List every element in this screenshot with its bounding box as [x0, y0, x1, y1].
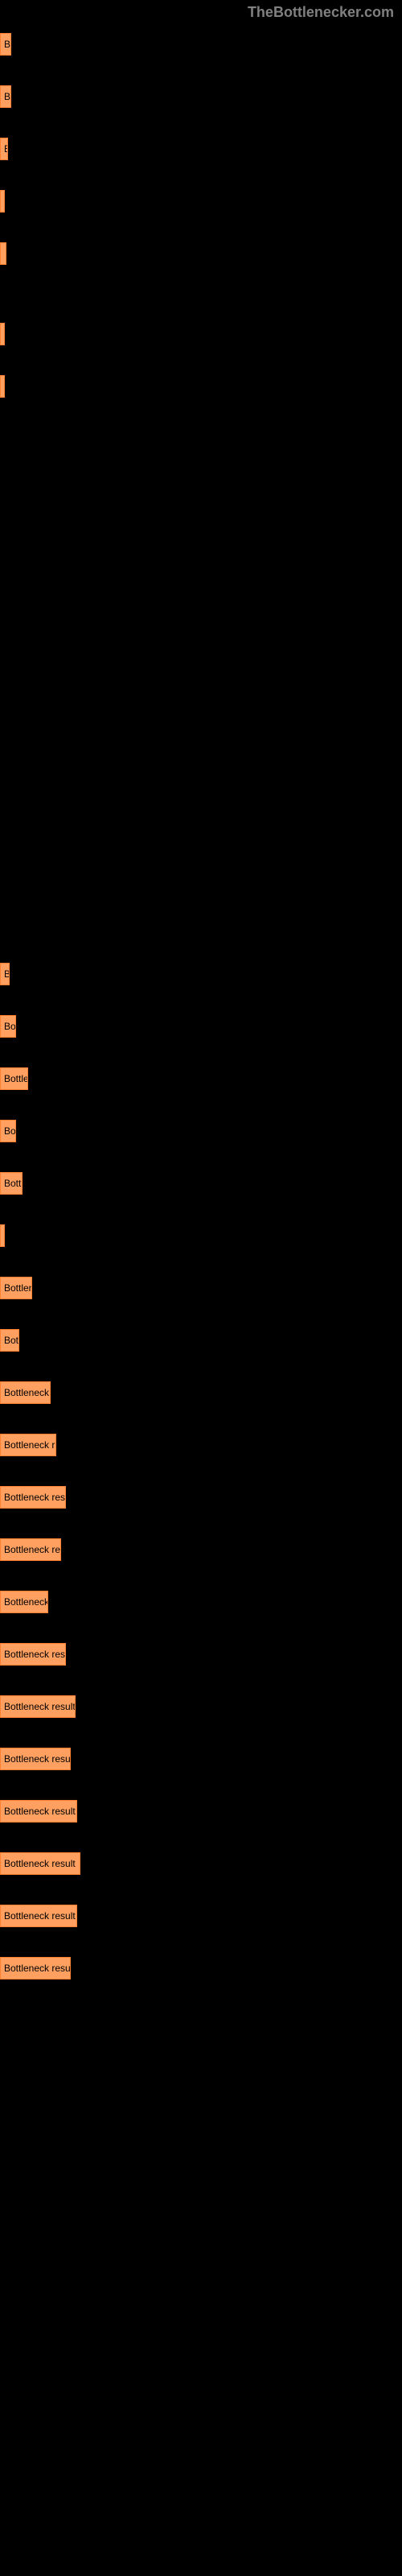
bar-row: Bo — [0, 1120, 402, 1144]
bar-row: Bottlen — [0, 1277, 402, 1301]
bar: B — [0, 33, 11, 56]
bar-row — [0, 1224, 402, 1249]
bar-row: Bottleneck re — [0, 1538, 402, 1563]
site-name: TheBottlenecker.com — [248, 4, 394, 20]
bar: Bottleneck result — [0, 1905, 77, 1927]
bar-row: Bottleneck res — [0, 1643, 402, 1667]
bar-row: Bott — [0, 1172, 402, 1196]
bar-row: Bottleneck result — [0, 1800, 402, 1824]
bar: Bottleneck res — [0, 1643, 66, 1666]
bar: B — [0, 963, 10, 985]
bar — [0, 190, 5, 213]
bar-row: Bottleneck resu — [0, 1748, 402, 1772]
bar: Bottleneck re — [0, 1538, 61, 1561]
bar: Bottlen — [0, 1277, 32, 1299]
bar: Bott — [0, 1172, 23, 1195]
bar: Bottle — [0, 1067, 28, 1090]
bar: Bottleneck result — [0, 1800, 77, 1823]
bar-row: Bo — [0, 1015, 402, 1039]
bar — [0, 323, 5, 345]
bar: Bottleneck result — [0, 1852, 80, 1875]
bar: Bo — [0, 1120, 16, 1142]
bar: B — [0, 85, 11, 108]
bar: Bottleneck — [0, 1591, 48, 1613]
bar-row: B — [0, 85, 402, 109]
bar-row: Bottleneck res — [0, 1486, 402, 1510]
bar-row: Bottle — [0, 1067, 402, 1092]
site-header: TheBottlenecker.com — [0, 0, 402, 25]
bar — [0, 1224, 5, 1247]
bar: Bo — [0, 1015, 16, 1038]
bar-row: B — [0, 963, 402, 987]
bottleneck-bar-chart: B B B B Bo Bottle Bo Bott Bottlen Bot Bottleneck Bo… — [0, 25, 402, 2017]
bar-row: Bottleneck — [0, 1591, 402, 1615]
bar: Bottleneck result — [0, 1695, 76, 1718]
bar-row: B — [0, 33, 402, 57]
bar-row: Bottleneck resu — [0, 1957, 402, 1981]
bar-row: Bottleneck result — [0, 1905, 402, 1929]
bar: Bottleneck r — [0, 1434, 56, 1456]
bar-row — [0, 323, 402, 347]
bar: Bottleneck — [0, 1381, 51, 1404]
bar-row — [0, 190, 402, 214]
bar — [0, 242, 6, 265]
bar — [0, 375, 5, 398]
bar-row: Bottleneck result — [0, 1695, 402, 1719]
bar-row — [0, 375, 402, 399]
bar: B — [0, 138, 8, 160]
bar: Bot — [0, 1329, 19, 1352]
bar-row: Bottleneck r — [0, 1434, 402, 1458]
bar: Bottleneck res — [0, 1486, 66, 1509]
bar: Bottleneck resu — [0, 1748, 71, 1770]
bar-row: B — [0, 138, 402, 162]
bar-row: Bottleneck — [0, 1381, 402, 1406]
bar-row: Bottleneck result — [0, 1852, 402, 1876]
bar-row — [0, 242, 402, 266]
bar: Bottleneck resu — [0, 1957, 71, 1979]
bar-row: Bot — [0, 1329, 402, 1353]
